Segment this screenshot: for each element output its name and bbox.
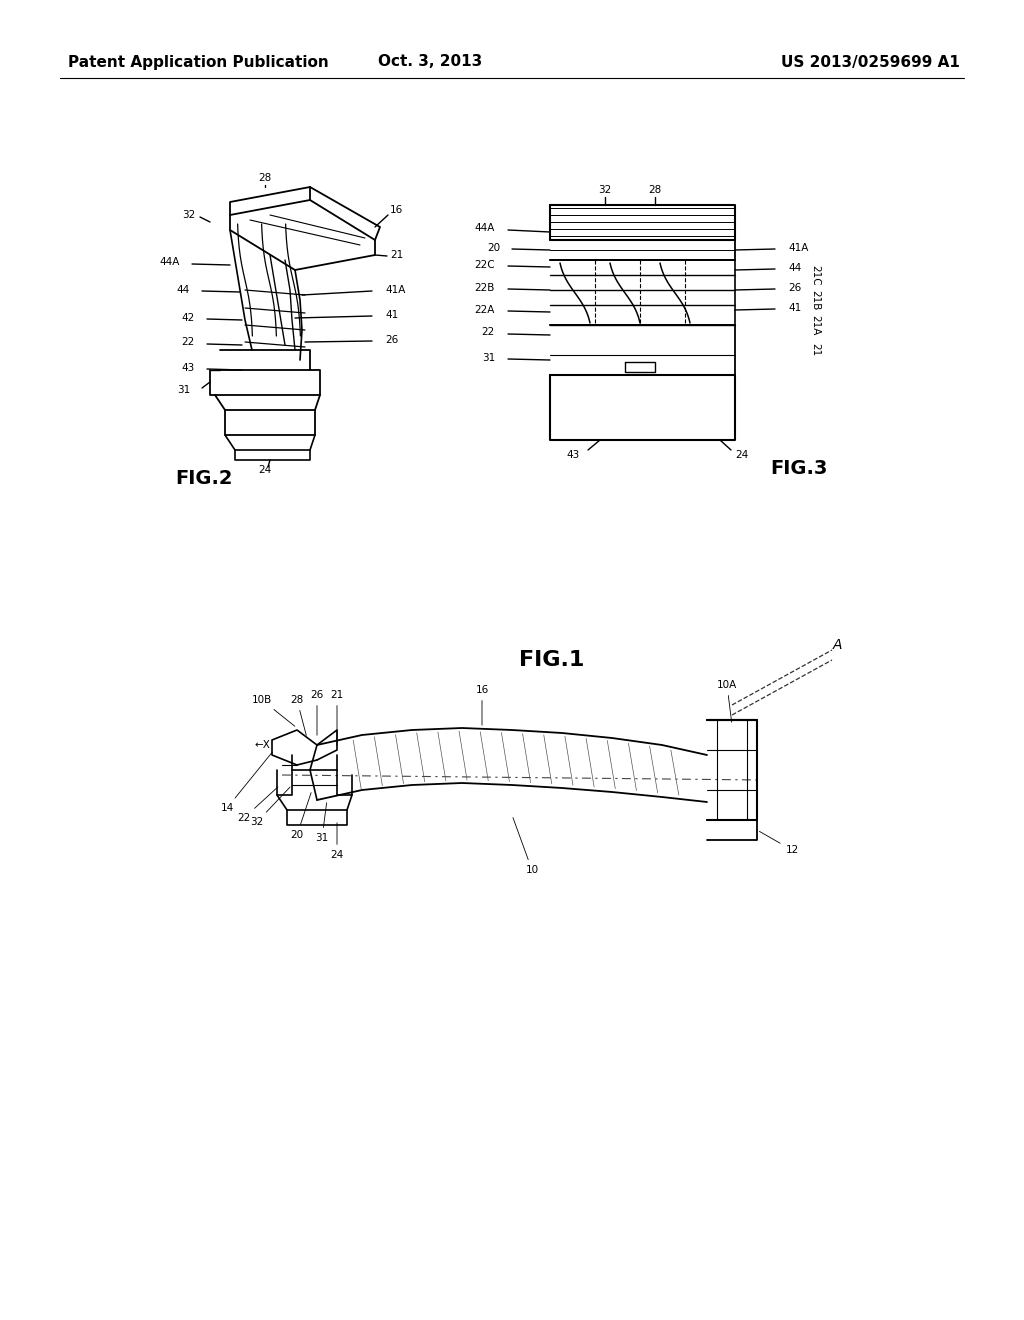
Text: 31: 31 (315, 803, 329, 843)
Text: 44: 44 (788, 263, 801, 273)
Text: 16: 16 (390, 205, 403, 215)
Text: FIG.2: FIG.2 (175, 469, 232, 487)
Text: FIG.1: FIG.1 (519, 649, 585, 671)
Text: 20: 20 (291, 792, 311, 840)
Text: 43: 43 (566, 450, 580, 459)
Text: 32: 32 (251, 787, 290, 828)
Text: 32: 32 (598, 185, 611, 195)
Text: FIG.3: FIG.3 (770, 458, 827, 478)
Text: 21: 21 (331, 690, 344, 746)
Text: 10: 10 (513, 817, 539, 875)
Text: 26: 26 (788, 282, 801, 293)
Text: 24: 24 (331, 822, 344, 861)
Text: 24: 24 (258, 465, 271, 475)
Text: 24: 24 (735, 450, 749, 459)
Text: 21A: 21A (810, 314, 820, 335)
Text: Oct. 3, 2013: Oct. 3, 2013 (378, 54, 482, 70)
Text: 32: 32 (181, 210, 195, 220)
Text: 28: 28 (648, 185, 662, 195)
Text: 41A: 41A (788, 243, 808, 253)
Text: 41: 41 (385, 310, 398, 319)
Text: 12: 12 (760, 832, 799, 855)
Text: Patent Application Publication: Patent Application Publication (68, 54, 329, 70)
Text: 20: 20 (486, 243, 500, 253)
Text: 44A: 44A (160, 257, 180, 267)
Text: US 2013/0259699 A1: US 2013/0259699 A1 (781, 54, 961, 70)
Text: 44: 44 (177, 285, 190, 294)
Text: 28: 28 (291, 696, 306, 735)
Text: 21C: 21C (810, 265, 820, 285)
Text: 22A: 22A (475, 305, 495, 315)
Text: 22C: 22C (474, 260, 495, 271)
Text: 10A: 10A (717, 680, 737, 722)
Text: 26: 26 (385, 335, 398, 345)
Text: 31: 31 (177, 385, 190, 395)
Text: 26: 26 (310, 690, 324, 735)
Text: 22B: 22B (475, 282, 495, 293)
Text: 43: 43 (181, 363, 195, 374)
Text: 14: 14 (220, 752, 272, 813)
Text: 31: 31 (481, 352, 495, 363)
Text: 44A: 44A (475, 223, 495, 234)
Text: 28: 28 (258, 173, 271, 183)
Text: 42: 42 (181, 313, 195, 323)
Text: 22: 22 (481, 327, 495, 337)
Text: ←X: ←X (254, 741, 270, 750)
Text: 22: 22 (181, 337, 195, 347)
Text: 21: 21 (390, 249, 403, 260)
Text: 10B: 10B (252, 696, 295, 726)
Text: 41: 41 (788, 304, 801, 313)
Text: 22: 22 (238, 787, 278, 822)
Text: A: A (833, 638, 842, 652)
Text: 16: 16 (475, 685, 488, 725)
Text: 21: 21 (810, 343, 820, 356)
Text: 21B: 21B (810, 290, 820, 310)
Text: 41A: 41A (385, 285, 406, 294)
